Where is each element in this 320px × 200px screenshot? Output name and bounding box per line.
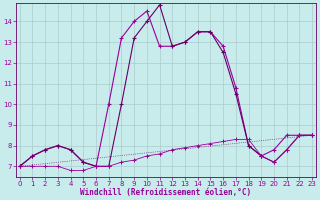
X-axis label: Windchill (Refroidissement éolien,°C): Windchill (Refroidissement éolien,°C) — [80, 188, 252, 197]
